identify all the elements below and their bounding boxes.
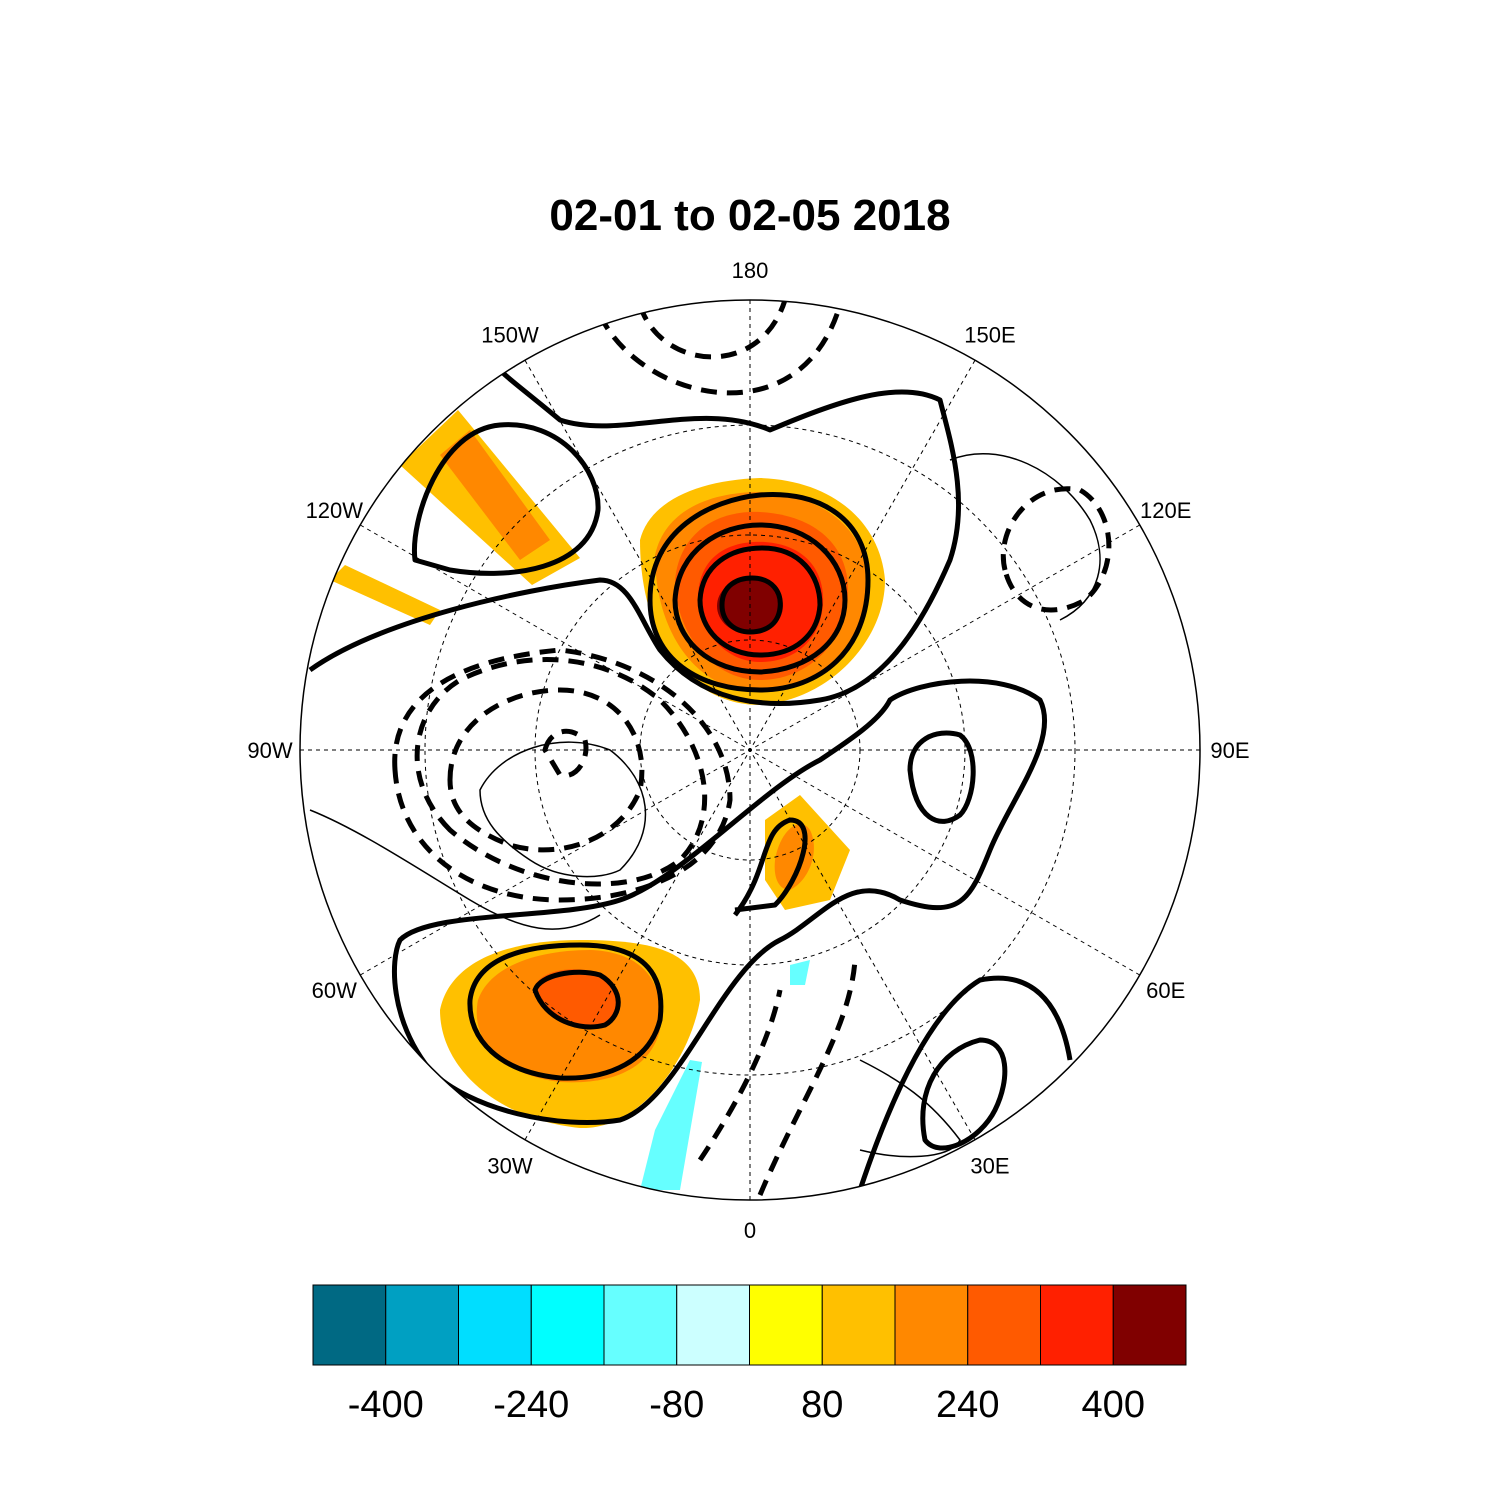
colorbar-box: [603, 1284, 678, 1366]
contour: [392, 647, 733, 903]
contour: [697, 545, 823, 658]
longitude-labels: 0 30E 60E 90E 120E 150E 180 150W 120W 90W 60W 30W: [247, 258, 1249, 1243]
longitude-label: 90W: [247, 738, 292, 763]
contour: [391, 678, 1048, 1125]
colorbar-box: [967, 1284, 1041, 1366]
longitude-label: 180: [732, 258, 769, 283]
shade: [330, 565, 440, 625]
contour: [672, 522, 848, 675]
longitude-label: 150E: [964, 322, 1015, 347]
contour: [447, 687, 645, 853]
map: [300, 300, 1200, 1200]
contour: [411, 422, 601, 576]
colorbar-box: [458, 1284, 532, 1366]
colorbar-box: [894, 1284, 969, 1366]
contour: [719, 575, 783, 635]
coastline: [479, 741, 647, 878]
coastline: [859, 1059, 961, 1158]
longitude-label: 90E: [1210, 738, 1249, 763]
contour: [1000, 486, 1112, 613]
contour: [757, 959, 858, 1196]
contour: [637, 300, 788, 360]
longitude-label: 150W: [481, 322, 539, 347]
meridian: [524, 360, 976, 1140]
colorbar-box: [749, 1284, 823, 1366]
longitude-label: 60E: [1146, 978, 1185, 1003]
contour: [467, 942, 664, 1081]
colorbar-label: -80: [649, 1384, 704, 1426]
contour: [308, 361, 962, 706]
colorbar-box: [1040, 1284, 1114, 1366]
colorbar-box: [530, 1284, 605, 1366]
colorbar-box: [385, 1284, 459, 1366]
longitude-label: 30E: [970, 1154, 1009, 1179]
shade: [790, 960, 810, 985]
colorbar-box: [821, 1284, 896, 1366]
shade: [440, 430, 550, 560]
contour: [857, 975, 1073, 1191]
map-border: [299, 299, 1201, 1201]
longitude-label: 60W: [312, 978, 357, 1003]
colorbar-label: 400: [1082, 1384, 1145, 1426]
title: 02-01 to 02-05 2018: [549, 191, 950, 240]
colorbar: -400 -240 -80 80 240 400: [312, 1284, 1187, 1426]
longitude-label: 0: [744, 1218, 756, 1243]
longitude-label: 120E: [1140, 498, 1191, 523]
contour: [647, 491, 871, 693]
contour: [597, 304, 843, 396]
coastline: [309, 809, 601, 930]
meridians: [300, 300, 1200, 1200]
coastline: [949, 452, 1101, 621]
colorbar-box: [1112, 1284, 1187, 1366]
colorbar-label: -240: [493, 1384, 569, 1426]
colorbar-box: [312, 1284, 387, 1366]
colorbar-label: -400: [348, 1384, 424, 1426]
contour: [542, 728, 589, 779]
shade: [640, 1060, 702, 1190]
contour: [907, 730, 976, 824]
colorbar-label: 80: [801, 1384, 843, 1426]
contour: [697, 989, 783, 1162]
longitude-label: 30W: [487, 1154, 532, 1179]
colorbar-box: [676, 1284, 750, 1366]
contour: [920, 1037, 1008, 1151]
colorbar-label: 240: [936, 1384, 999, 1426]
contour: [733, 817, 808, 917]
longitude-label: 120W: [306, 498, 364, 523]
contour: [532, 969, 621, 1030]
